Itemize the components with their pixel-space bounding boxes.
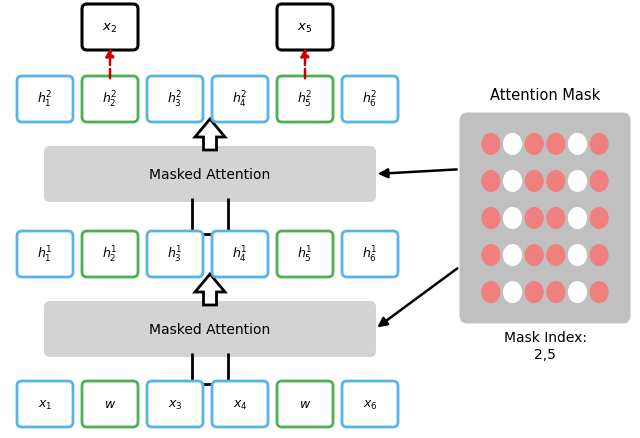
Text: $h_2^1$: $h_2^1$ [102,244,118,265]
FancyBboxPatch shape [342,231,398,277]
FancyBboxPatch shape [277,5,333,51]
FancyBboxPatch shape [44,147,376,202]
Ellipse shape [482,245,500,266]
Text: $h_2^2$: $h_2^2$ [102,90,118,110]
Ellipse shape [482,171,500,192]
Polygon shape [195,120,225,151]
Ellipse shape [590,134,608,155]
Ellipse shape [590,282,608,303]
FancyBboxPatch shape [17,231,73,277]
Text: Masked Attention: Masked Attention [149,322,271,336]
FancyBboxPatch shape [82,77,138,123]
FancyBboxPatch shape [147,231,203,277]
Text: Mask Index:
2,5: Mask Index: 2,5 [504,331,586,361]
Text: $x_3$: $x_3$ [168,398,182,410]
Text: $w$: $w$ [104,398,116,410]
Text: $x_1$: $x_1$ [38,398,52,410]
Ellipse shape [504,208,522,229]
Ellipse shape [525,171,543,192]
Ellipse shape [525,208,543,229]
FancyBboxPatch shape [44,301,376,357]
Ellipse shape [482,134,500,155]
Ellipse shape [568,171,586,192]
FancyBboxPatch shape [212,77,268,123]
Ellipse shape [547,245,564,266]
Text: $h_1^2$: $h_1^2$ [37,90,52,110]
Ellipse shape [504,245,522,266]
Text: $x_4$: $x_4$ [233,398,247,410]
Ellipse shape [590,208,608,229]
FancyBboxPatch shape [342,77,398,123]
Text: $h_1^1$: $h_1^1$ [37,244,53,265]
FancyBboxPatch shape [147,381,203,427]
Text: $h_3^1$: $h_3^1$ [167,244,183,265]
FancyBboxPatch shape [17,77,73,123]
FancyBboxPatch shape [82,5,138,51]
Ellipse shape [568,134,586,155]
FancyBboxPatch shape [147,77,203,123]
Ellipse shape [568,208,586,229]
Ellipse shape [568,245,586,266]
FancyBboxPatch shape [82,231,138,277]
Ellipse shape [547,134,564,155]
Text: Masked Attention: Masked Attention [149,168,271,182]
Text: $h_4^1$: $h_4^1$ [232,244,248,265]
Text: $x_2$: $x_2$ [102,21,118,35]
FancyBboxPatch shape [212,231,268,277]
Ellipse shape [504,282,522,303]
Ellipse shape [568,282,586,303]
Ellipse shape [590,171,608,192]
Polygon shape [195,274,225,305]
Text: $w$: $w$ [299,398,311,410]
FancyBboxPatch shape [277,77,333,123]
FancyBboxPatch shape [82,381,138,427]
Text: $h_6^2$: $h_6^2$ [362,90,378,110]
Ellipse shape [525,134,543,155]
Ellipse shape [547,208,564,229]
Text: $x_6$: $x_6$ [363,398,378,410]
FancyBboxPatch shape [212,381,268,427]
Text: Attention Mask: Attention Mask [490,88,600,103]
Text: $h_3^2$: $h_3^2$ [167,90,183,110]
Text: $x_5$: $x_5$ [298,21,312,35]
Text: $h_4^2$: $h_4^2$ [232,90,248,110]
FancyBboxPatch shape [342,381,398,427]
FancyBboxPatch shape [277,231,333,277]
Ellipse shape [504,171,522,192]
Ellipse shape [504,134,522,155]
Ellipse shape [482,208,500,229]
Ellipse shape [547,171,564,192]
FancyBboxPatch shape [460,113,630,324]
Text: $h_5^2$: $h_5^2$ [297,90,313,110]
Text: $h_6^1$: $h_6^1$ [362,244,378,265]
Ellipse shape [590,245,608,266]
FancyBboxPatch shape [277,381,333,427]
Ellipse shape [525,282,543,303]
Text: $h_5^1$: $h_5^1$ [297,244,313,265]
Ellipse shape [482,282,500,303]
FancyBboxPatch shape [17,381,73,427]
Ellipse shape [547,282,564,303]
Ellipse shape [525,245,543,266]
